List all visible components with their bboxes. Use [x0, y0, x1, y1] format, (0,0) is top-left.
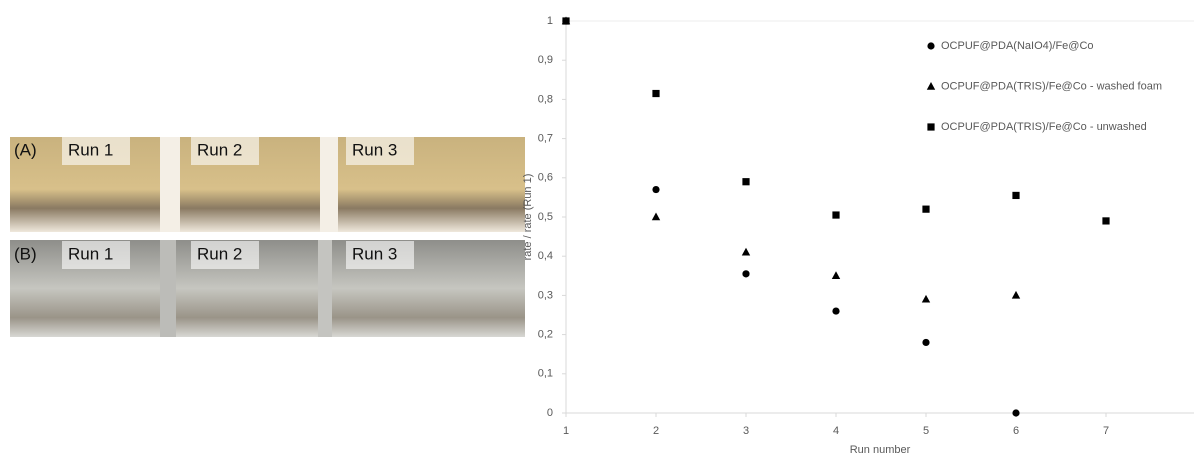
jar-gap — [318, 240, 332, 337]
y-tick-label: 0,6 — [538, 172, 553, 184]
point — [1102, 217, 1110, 225]
jar-gap — [160, 137, 180, 232]
y-axis-label: rate / rate (Run 1) — [522, 174, 534, 261]
run-label-box — [191, 241, 259, 269]
point — [742, 270, 750, 278]
run-label: Run 3 — [352, 244, 397, 263]
panel-label: (B) — [14, 244, 37, 263]
point — [652, 185, 660, 194]
legend-label: OCPUF@PDA(TRIS)/Fe@Co - washed foam — [941, 80, 1162, 92]
x-axis-label: Run number — [850, 444, 911, 456]
legend-label: OCPUF@PDA(NaIO4)/Fe@Co — [941, 40, 1094, 52]
run-label-box — [62, 137, 130, 165]
x-tick-label: 7 — [1103, 425, 1109, 437]
legend-marker — [927, 42, 935, 50]
point — [832, 307, 840, 315]
x-tick-label: 4 — [833, 425, 839, 437]
y-tick-label: 0,3 — [538, 289, 553, 301]
legend-label: OCPUF@PDA(TRIS)/Fe@Co - unwashed — [941, 121, 1147, 133]
point — [832, 211, 840, 219]
legend-marker — [927, 123, 935, 131]
run-label: Run 1 — [68, 244, 113, 263]
run-label: Run 2 — [197, 244, 242, 263]
x-tick-label: 6 — [1013, 425, 1019, 437]
x-tick-label: 2 — [653, 425, 659, 437]
run-label: Run 1 — [68, 140, 113, 159]
y-tick-label: 0,4 — [538, 250, 553, 262]
point — [922, 338, 930, 347]
x-tick-label: 3 — [743, 425, 749, 437]
y-tick-label: 0,2 — [538, 329, 553, 341]
y-tick-label: 0,8 — [538, 93, 553, 105]
x-tick-label: 5 — [923, 425, 929, 437]
run-label-box — [62, 241, 130, 269]
y-tick-label: 0,1 — [538, 368, 553, 380]
jar-gap — [320, 137, 338, 232]
panel-label: (A) — [14, 140, 37, 159]
jar-gap — [160, 240, 176, 337]
y-tick-label: 0,7 — [538, 133, 553, 145]
point — [652, 89, 660, 98]
point — [741, 247, 751, 256]
point — [831, 271, 841, 279]
run-label: Run 3 — [352, 140, 397, 159]
x-tick-label: 1 — [563, 425, 569, 437]
y-tick-label: 0 — [547, 407, 553, 419]
photo — [10, 137, 525, 337]
point — [1011, 290, 1021, 299]
point — [742, 178, 750, 186]
run-label-box — [346, 241, 414, 269]
point — [1012, 191, 1020, 200]
point — [1012, 409, 1020, 417]
point — [562, 17, 570, 25]
y-tick-label: 0,9 — [538, 54, 553, 66]
legend-marker — [926, 82, 936, 90]
point — [651, 212, 661, 221]
run-label-box — [191, 137, 259, 165]
y-tick-label: 1 — [547, 15, 553, 27]
point — [921, 294, 931, 303]
point — [922, 205, 930, 213]
y-tick-label: 0,5 — [538, 211, 553, 223]
run-label: Run 2 — [197, 140, 242, 159]
run-label-box — [346, 137, 414, 165]
